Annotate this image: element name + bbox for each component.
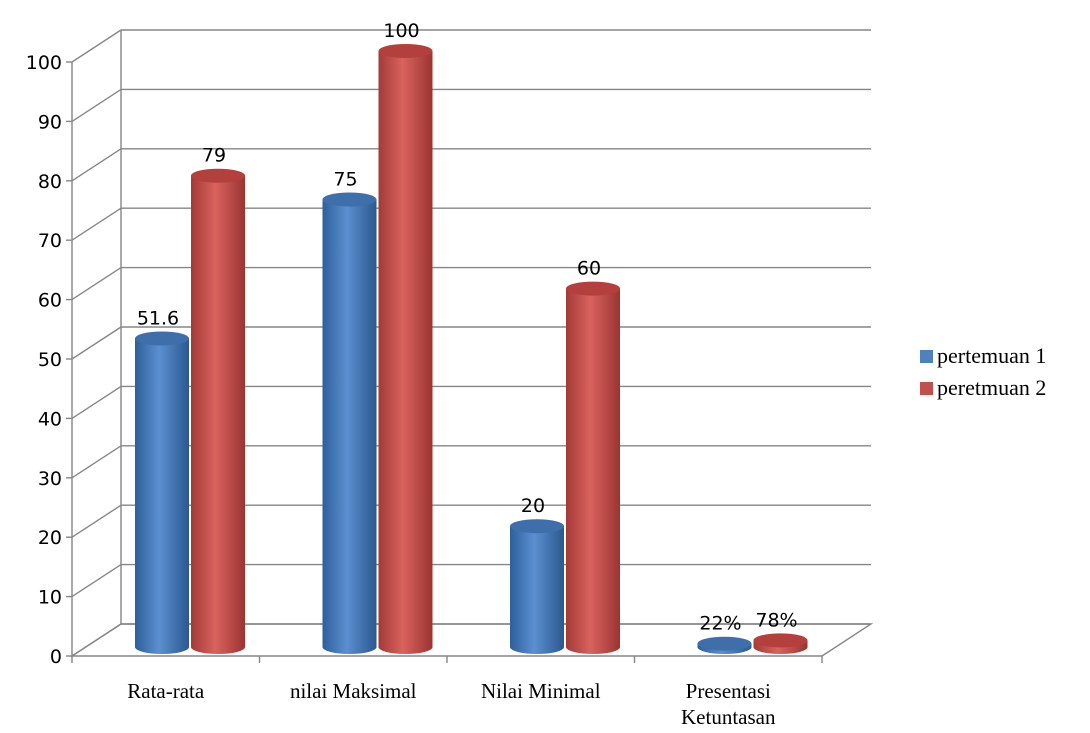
x-tick-label-3: Presentasi Ketuntasan <box>681 679 776 729</box>
bar-top-1-0 <box>191 168 245 183</box>
gridline-side-1 <box>71 564 122 598</box>
data-label-1-3: 78% <box>755 609 797 631</box>
y-tick-label-6: 60 <box>38 290 62 312</box>
legend-swatch-series-1 <box>920 349 933 363</box>
bar-top-1-1 <box>378 44 433 58</box>
bar-peretmuan-2-1 <box>378 51 433 654</box>
gridline-side-8 <box>71 148 122 182</box>
legend-item-series-2: peretmuan 2 <box>920 372 1046 404</box>
data-label-0-1: 75 <box>333 169 357 191</box>
bar-top-0-1 <box>322 192 377 207</box>
gridline-side-9 <box>71 88 122 122</box>
y-tick-label-10: 100 <box>26 52 62 74</box>
bar-pertemuan-1-2 <box>510 526 564 654</box>
bar-peretmuan-2-0 <box>191 175 245 654</box>
axes: 0 10 20 30 40 50 60 70 80 90 100 Rata-rata nilai Mak… <box>26 30 874 729</box>
bar-top-0-3 <box>697 636 752 651</box>
x-tick-label-2: Nilai Minimal <box>481 679 601 703</box>
data-label-0-2: 20 <box>521 495 545 517</box>
y-tick-label-8: 80 <box>38 171 62 193</box>
gridlines <box>71 29 871 657</box>
gridline-side-2 <box>71 504 122 538</box>
legend-label-series-2: peretmuan 2 <box>937 375 1047 400</box>
legend-label-series-1: pertemuan 1 <box>937 343 1047 368</box>
y-tick-label-2: 20 <box>38 527 62 549</box>
y-tick-label-3: 30 <box>38 468 62 490</box>
y-tick-label-7: 70 <box>38 230 62 252</box>
y-tick-label-0: 0 <box>50 646 62 668</box>
gridline-side-4 <box>71 385 122 419</box>
data-label-0-3: 22% <box>699 613 741 635</box>
x-tick-label-0: Rata-rata <box>127 679 205 703</box>
y-tick-label-5: 50 <box>38 349 62 371</box>
gridline-side-5 <box>71 326 122 360</box>
bar-pertemuan-1-0 <box>135 338 189 654</box>
gridline-side-10 <box>71 29 122 63</box>
legend-swatch-series-2 <box>920 381 933 395</box>
legend-item-series-1: pertemuan 1 <box>920 340 1046 372</box>
gridline-side-7 <box>71 207 122 241</box>
bar-peretmuan-2-2 <box>566 288 620 654</box>
bar-top-0-2 <box>510 519 564 534</box>
floor <box>69 623 874 657</box>
data-label-0-0: 51.6 <box>137 307 179 329</box>
data-label-1-2: 60 <box>577 258 601 280</box>
y-tick-label-1: 10 <box>38 587 62 609</box>
data-label-1-1: 100 <box>383 20 419 42</box>
y-tick-label-9: 90 <box>38 111 62 133</box>
bar-top-1-3 <box>753 633 808 648</box>
labels: 51.6 79 75 100 20 60 22% 78% <box>137 20 798 635</box>
bars <box>135 44 808 654</box>
gridline-side-3 <box>71 445 122 479</box>
gridline-side-6 <box>71 267 122 301</box>
bar-pertemuan-1-1 <box>322 199 377 654</box>
y-tick-label-4: 40 <box>38 408 62 430</box>
x-tick-label-1: nilai Maksimal <box>290 679 417 703</box>
legend: pertemuan 1 peretmuan 2 <box>920 340 1046 404</box>
bar-top-1-2 <box>566 281 620 296</box>
data-label-1-0: 79 <box>202 145 226 167</box>
bar-top-0-0 <box>135 331 189 346</box>
